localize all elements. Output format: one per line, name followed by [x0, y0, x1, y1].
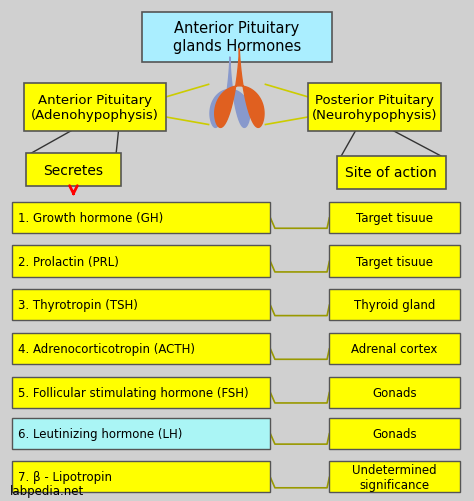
FancyBboxPatch shape: [12, 246, 270, 277]
FancyBboxPatch shape: [329, 418, 460, 449]
Text: Posterior Pituitary
(Neurohypophysis): Posterior Pituitary (Neurohypophysis): [312, 94, 437, 122]
FancyBboxPatch shape: [24, 84, 166, 131]
Text: Undetermined
significance: Undetermined significance: [352, 463, 437, 491]
Text: Gonads: Gonads: [372, 427, 417, 440]
FancyBboxPatch shape: [12, 377, 270, 408]
Polygon shape: [215, 49, 264, 128]
FancyBboxPatch shape: [337, 156, 446, 189]
FancyBboxPatch shape: [329, 377, 460, 408]
FancyBboxPatch shape: [26, 154, 121, 186]
FancyBboxPatch shape: [329, 246, 460, 277]
FancyBboxPatch shape: [329, 290, 460, 321]
Text: labpedia.net: labpedia.net: [9, 484, 84, 497]
FancyBboxPatch shape: [12, 418, 270, 449]
Text: Site of action: Site of action: [345, 166, 437, 180]
Polygon shape: [210, 58, 250, 128]
FancyBboxPatch shape: [329, 333, 460, 364]
FancyBboxPatch shape: [12, 202, 270, 233]
FancyBboxPatch shape: [12, 290, 270, 321]
Text: Target tisuue: Target tisuue: [356, 211, 433, 224]
Text: Thyroid gland: Thyroid gland: [354, 299, 435, 312]
Text: Secretes: Secretes: [44, 163, 103, 177]
Text: Anterior Pituitary
(Adenohypophysis): Anterior Pituitary (Adenohypophysis): [31, 94, 159, 122]
FancyBboxPatch shape: [12, 461, 270, 492]
Text: 2. Prolactin (PRL): 2. Prolactin (PRL): [18, 255, 118, 268]
Text: Anterior Pituitary
glands Hormones: Anterior Pituitary glands Hormones: [173, 22, 301, 54]
FancyBboxPatch shape: [329, 202, 460, 233]
FancyBboxPatch shape: [12, 333, 270, 364]
Text: Adrenal cortex: Adrenal cortex: [351, 342, 438, 355]
Text: 1. Growth hormone (GH): 1. Growth hormone (GH): [18, 211, 163, 224]
FancyBboxPatch shape: [329, 461, 460, 492]
Text: Target tisuue: Target tisuue: [356, 255, 433, 268]
Text: 4. Adrenocorticotropin (ACTH): 4. Adrenocorticotropin (ACTH): [18, 342, 194, 355]
Text: Gonads: Gonads: [372, 386, 417, 399]
Text: 3. Thyrotropin (TSH): 3. Thyrotropin (TSH): [18, 299, 137, 312]
Text: 7. β - Lipotropin: 7. β - Lipotropin: [18, 470, 111, 483]
FancyBboxPatch shape: [142, 13, 332, 63]
FancyBboxPatch shape: [308, 84, 441, 131]
Text: 5. Follicular stimulating hormone (FSH): 5. Follicular stimulating hormone (FSH): [18, 386, 248, 399]
Text: 6. Leutinizing hormone (LH): 6. Leutinizing hormone (LH): [18, 427, 182, 440]
